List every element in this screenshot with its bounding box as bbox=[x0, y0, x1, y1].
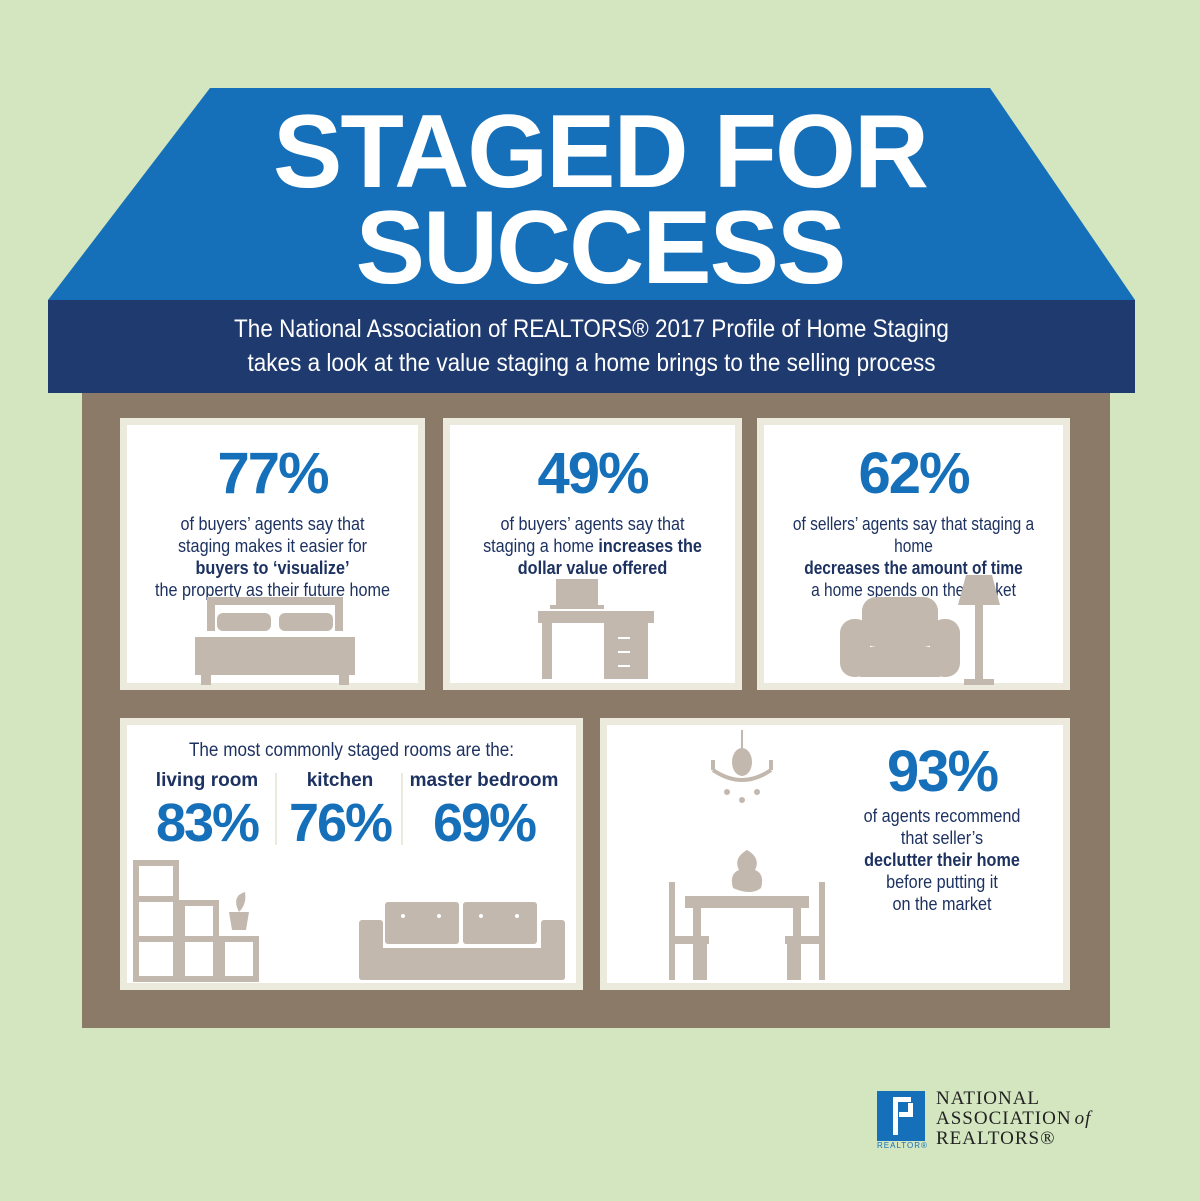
rooms-heading: The most commonly staged rooms are the: bbox=[188, 740, 515, 761]
bed-icon bbox=[195, 597, 355, 685]
dining-table-icon bbox=[669, 850, 825, 980]
stat-text: of agents recommend that seller’s declutte… bbox=[863, 806, 1021, 914]
room-kitchen: kitchen 76% bbox=[288, 770, 393, 853]
room-master-bedroom: master bedroom 69% bbox=[409, 770, 559, 853]
stat-card-dollar-value: 49% of buyers’ agents say that staging a … bbox=[443, 418, 742, 690]
stat-card-time-on-market: 62% of sellers’ agents say that staging … bbox=[757, 418, 1070, 690]
stat-card-declutter: 93% of agents recommend that seller’s decl… bbox=[600, 718, 1070, 990]
stat-text: of buyers’ agents say that staging makes … bbox=[154, 514, 391, 600]
title-line-1: STAGED FOR bbox=[272, 94, 929, 210]
subtitle: The National Association of REALTORS® 20… bbox=[234, 315, 949, 377]
stat-percent: 93% bbox=[886, 739, 999, 804]
staged-rooms-card: The most commonly staged rooms are the: … bbox=[120, 718, 583, 990]
logo-text: NATIONAL ASSOCIATION of REALTORS® bbox=[936, 1088, 1092, 1149]
stat-text: of buyers’ agents say that staging a home… bbox=[483, 514, 702, 578]
stat-percent: 49% bbox=[537, 441, 649, 506]
stat-percent: 62% bbox=[858, 441, 970, 506]
divider bbox=[275, 773, 277, 845]
desk-icon bbox=[538, 579, 654, 679]
sofa-icon bbox=[359, 902, 565, 980]
stat-card-visualize: 77% of buyers’ agents say that staging ma… bbox=[120, 418, 425, 690]
title-line-2: SUCCESS bbox=[355, 190, 847, 306]
room-living-room: living room 83% bbox=[155, 770, 260, 853]
chandelier-icon bbox=[711, 730, 773, 803]
armchair-lamp-icon bbox=[840, 575, 1000, 685]
divider bbox=[401, 773, 403, 845]
bookshelf-icon bbox=[133, 860, 259, 982]
house-roof bbox=[48, 88, 1135, 393]
realtor-logo: REALTOR® bbox=[877, 1091, 927, 1153]
stat-percent: 77% bbox=[217, 441, 329, 506]
